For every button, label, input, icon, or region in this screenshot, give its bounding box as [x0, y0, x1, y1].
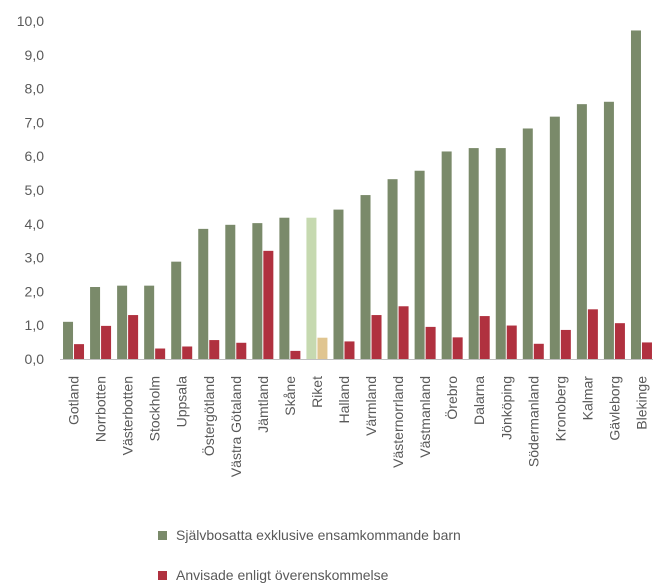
bar-sjalvbosatta-6 [225, 224, 236, 359]
legend-swatch-2 [158, 570, 167, 580]
x-tick-label: Halland [336, 376, 352, 423]
bar-anvisade-11 [371, 315, 382, 359]
x-tick-label: Örebro [443, 376, 460, 420]
x-tick-label: Västerbotten [120, 376, 136, 455]
y-tick-label: 9,0 [25, 47, 45, 63]
legend-label-1: Självbosatta exklusive ensamkommande bar… [176, 527, 461, 543]
bar-anvisade-7 [263, 250, 274, 359]
y-tick-label: 1,0 [25, 317, 45, 333]
x-tick-label: Jönköping [498, 376, 514, 440]
bar-anvisade-12 [398, 306, 409, 359]
y-tick-label: 5,0 [25, 182, 45, 198]
legend-label-2: Anvisade enligt överenskommelse [176, 567, 389, 583]
x-tick-label: Dalarna [471, 376, 487, 425]
bar-anvisade-20 [614, 323, 625, 359]
bar-sjalvbosatta-10 [333, 209, 344, 359]
bar-sjalvbosatta-15 [468, 148, 479, 359]
y-tick-label: 8,0 [25, 81, 45, 97]
x-tick-label: Blekinge [633, 376, 649, 430]
bar-sjalvbosatta-20 [603, 101, 614, 360]
x-tick-label: Skåne [282, 376, 298, 416]
x-tick-label: Uppsala [174, 376, 190, 428]
bar-anvisade-18 [560, 329, 571, 359]
bar-sjalvbosatta-19 [576, 104, 587, 359]
bar-sjalvbosatta-12 [387, 179, 398, 359]
bar-anvisade-13 [425, 326, 436, 359]
x-tick-label: Västernorrland [390, 376, 406, 468]
y-tick-label: 4,0 [25, 216, 45, 232]
bar-sjalvbosatta-0 [63, 321, 74, 359]
y-tick-label: 2,0 [25, 283, 45, 299]
bar-anvisade-15 [479, 316, 490, 359]
bar-sjalvbosatta-18 [549, 116, 560, 360]
bar-anvisade-21 [641, 342, 652, 359]
bar-anvisade-16 [506, 325, 517, 359]
bar-anvisade-3 [155, 348, 166, 359]
bar-sjalvbosatta-5 [198, 228, 209, 359]
legend-swatch-1 [158, 530, 167, 540]
x-tick-label: Gävleborg [606, 376, 622, 441]
y-tick-label: 0,0 [25, 351, 45, 367]
x-tick-label: Kalmar [579, 376, 595, 421]
x-tick-label: Västmanland [417, 376, 433, 458]
bar-sjalvbosatta-8 [279, 217, 290, 359]
x-tick-label: Östergötland [200, 376, 217, 456]
bar-sjalvbosatta-4 [171, 261, 182, 359]
bar-sjalvbosatta-13 [414, 170, 425, 359]
y-tick-label: 10,0 [17, 13, 44, 29]
bar-sjalvbosatta-1 [90, 287, 101, 359]
bar-chart: 0,0 1,0 2,0 3,0 4,0 5,0 6,0 7,0 8,0 9,0 10,0 Gotlan… [17, 13, 653, 477]
bar-sjalvbosatta-17 [522, 128, 533, 359]
x-tick-label: Södermanland [525, 376, 541, 467]
bar-sjalvbosatta-3 [144, 285, 155, 359]
bar-anvisade-14 [452, 337, 463, 359]
x-tick-label: Kronoberg [552, 376, 568, 441]
x-tick-label: Stockholm [147, 376, 163, 441]
y-tick-label: 7,0 [25, 114, 45, 130]
bar-anvisade-2 [128, 315, 139, 359]
bar-anvisade-9 [317, 337, 328, 359]
legend-item-1: Självbosatta exklusive ensamkommande bar… [158, 527, 461, 543]
x-tick-label: Norrbotten [93, 376, 109, 442]
bar-anvisade-19 [587, 309, 598, 359]
bar-anvisade-17 [533, 343, 544, 359]
bar-anvisade-4 [182, 346, 193, 359]
y-tick-label: 3,0 [25, 250, 45, 266]
bar-anvisade-8 [290, 350, 301, 359]
bar-anvisade-6 [236, 342, 247, 359]
bar-sjalvbosatta-16 [495, 148, 506, 359]
bar-sjalvbosatta-9 [306, 217, 317, 359]
x-tick-label: Gotland [66, 376, 82, 425]
bar-anvisade-1 [101, 325, 112, 359]
bar-sjalvbosatta-11 [360, 195, 371, 359]
bar-sjalvbosatta-2 [117, 285, 128, 359]
y-tick-label: 6,0 [25, 148, 45, 164]
bar-anvisade-10 [344, 341, 355, 359]
bar-sjalvbosatta-21 [630, 30, 641, 360]
x-tick-label: Riket [309, 376, 325, 408]
bar-anvisade-5 [209, 340, 220, 359]
x-tick-label: Jämtland [255, 376, 271, 433]
legend-item-2: Anvisade enligt överenskommelse [158, 567, 388, 583]
bar-sjalvbosatta-14 [441, 151, 452, 359]
bar-sjalvbosatta-7 [252, 223, 263, 359]
x-tick-label: Värmland [363, 376, 379, 436]
x-tick-label: Västra Götaland [228, 376, 244, 477]
bar-anvisade-0 [74, 344, 85, 359]
